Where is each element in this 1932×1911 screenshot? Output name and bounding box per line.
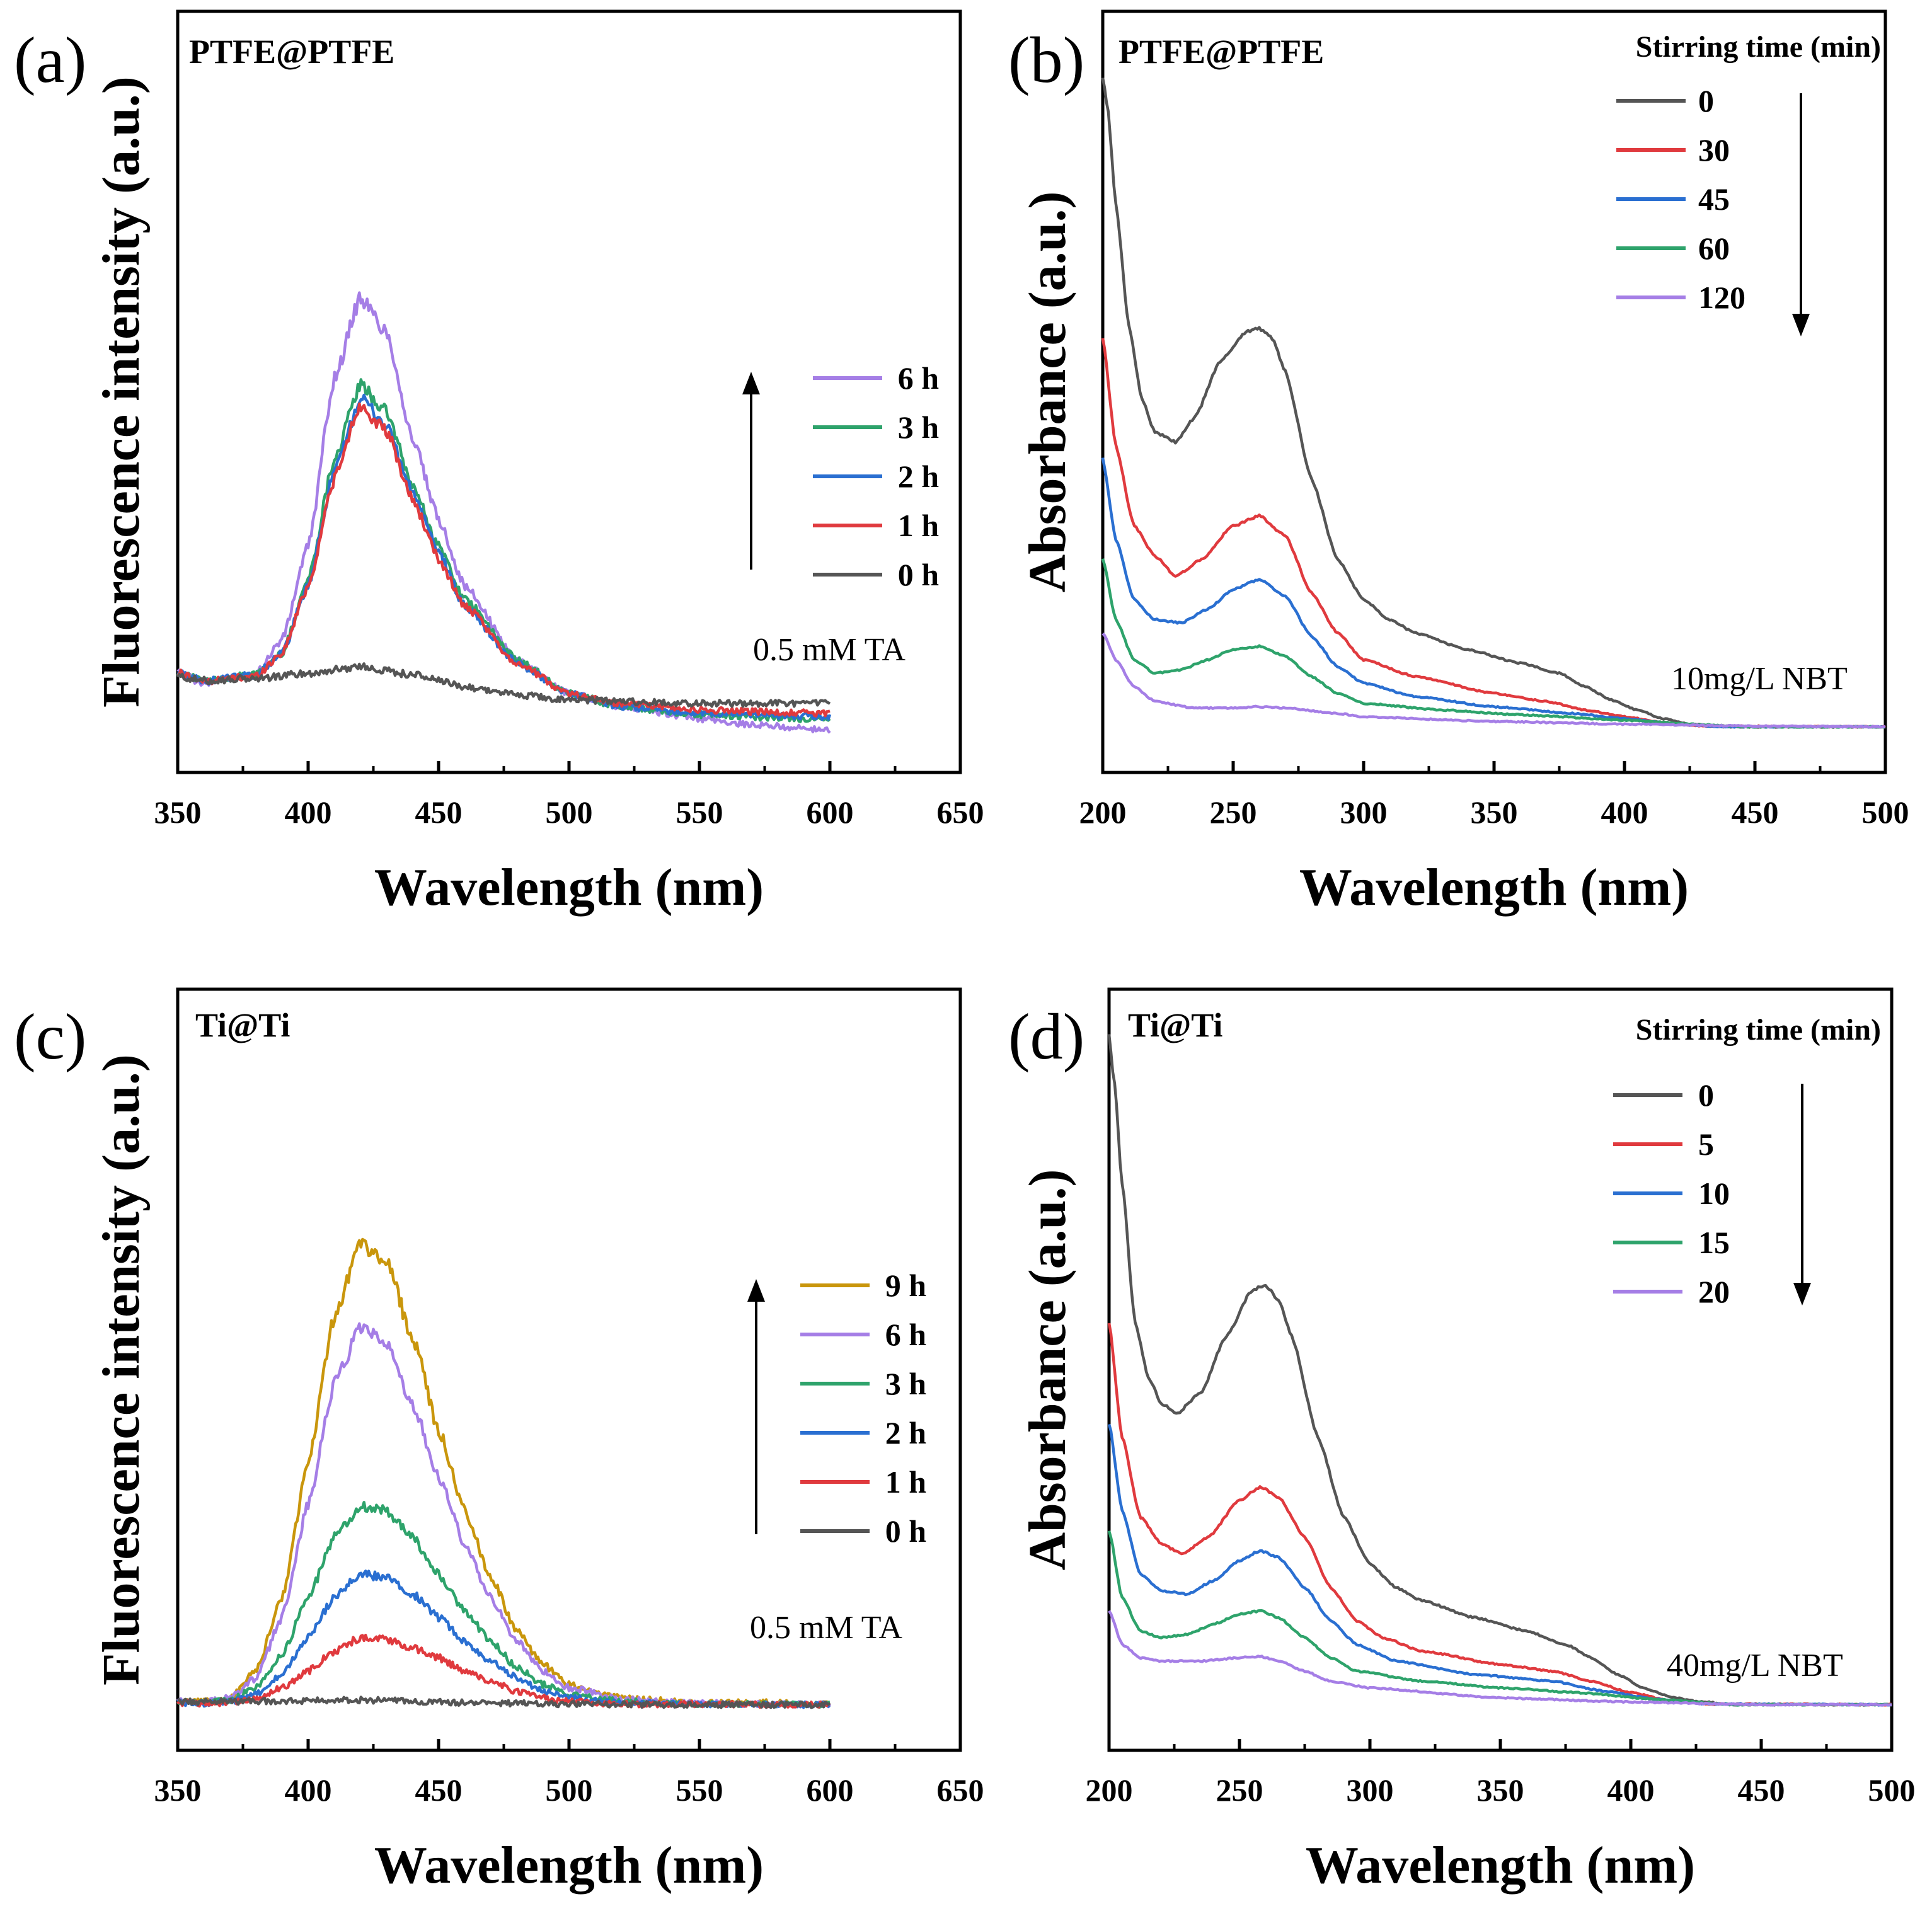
panel-label: (d) — [1008, 1001, 1084, 1073]
legend: 6 h 3 h 2 h 1 h 0 h — [813, 360, 939, 592]
series-line-0h — [177, 1696, 831, 1709]
x-axis-label: Wavelength (nm) — [374, 858, 764, 917]
series-line-3h — [176, 378, 831, 723]
legend-label: 15 — [1698, 1225, 1730, 1260]
legend-label: 2 h — [885, 1415, 927, 1450]
annotation-label: 40mg/L NBT — [1667, 1648, 1843, 1684]
arrow-up-icon — [742, 372, 760, 394]
legend-label: 120 — [1698, 280, 1745, 315]
x-tick-label: 450 — [1738, 1772, 1785, 1808]
x-tick-label: 300 — [1347, 1772, 1394, 1808]
y-axis-label: Absorbance (a.u.) — [1018, 191, 1077, 592]
panel-a: 350 400 450 500 550 600 650 Wavelength (nm) Fluo… — [14, 9, 984, 917]
series-line-20 — [1108, 1610, 1892, 1707]
legend-label: 0 h — [898, 557, 940, 592]
panel-label: (c) — [14, 1001, 86, 1073]
legend-label: 5 — [1698, 1127, 1714, 1162]
series-line-9h — [177, 1237, 831, 1708]
legend-title: Stirring time (min) — [1636, 1013, 1881, 1047]
legend-label: 0 — [1698, 83, 1714, 118]
legend-label: 30 — [1698, 132, 1730, 168]
series-line-6h — [176, 1322, 831, 1709]
legend: Stirring time (min) 0 5 10 15 20 — [1613, 1013, 1881, 1309]
x-tick-label: 350 — [154, 1772, 202, 1808]
legend-label: 20 — [1698, 1274, 1730, 1309]
series-line-2h — [176, 393, 832, 721]
x-tick-label: 500 — [546, 1772, 593, 1808]
annotation-label: 0.5 mM TA — [750, 1610, 902, 1646]
x-tick-label: 550 — [676, 1772, 723, 1808]
legend-label: 6 h — [885, 1317, 927, 1352]
legend-label: 60 — [1698, 231, 1730, 266]
inset-title: PTFE@PTFE — [1118, 33, 1324, 71]
x-tick-label: 250 — [1210, 795, 1257, 830]
x-axis-label: Wavelength (nm) — [1299, 858, 1689, 917]
panel-c: 350 400 450 500 550 600 650 Wavelength (nm) Fluo… — [14, 987, 984, 1895]
x-tick-label: 600 — [807, 1772, 854, 1808]
arrow-up-icon — [747, 1279, 765, 1302]
panel-label: (a) — [14, 24, 86, 96]
x-tick-label: 350 — [1471, 795, 1518, 830]
legend-title: Stirring time (min) — [1636, 30, 1881, 64]
x-tick-label: 450 — [1732, 795, 1779, 830]
x-tick-label: 400 — [285, 1772, 332, 1808]
x-tick-label: 550 — [676, 795, 723, 830]
legend-label: 3 h — [885, 1366, 927, 1401]
x-axis-label: Wavelength (nm) — [374, 1836, 764, 1895]
plot-frame — [1101, 9, 1887, 774]
legend-label: 6 h — [898, 360, 940, 396]
legend-label: 0 h — [885, 1513, 927, 1549]
inset-title: Ti@Ti — [195, 1006, 290, 1044]
legend: Stirring time (min) 0 30 45 60 120 — [1616, 30, 1881, 315]
x-tick-label: 600 — [807, 795, 854, 830]
x-tick-label: 400 — [1607, 1772, 1655, 1808]
arrow-down-icon — [1792, 314, 1810, 336]
x-tick-label: 650 — [937, 1772, 984, 1808]
legend-label: 10 — [1698, 1176, 1730, 1211]
legend-label: 3 h — [898, 410, 940, 445]
x-tick-label: 500 — [546, 795, 593, 830]
y-axis-label: Absorbance (a.u.) — [1018, 1169, 1077, 1570]
legend-label: 0 — [1698, 1077, 1714, 1113]
x-tick-label: 400 — [285, 795, 332, 830]
x-tick-label: 250 — [1216, 1772, 1263, 1808]
plot-frame — [1107, 987, 1894, 1752]
legend-label: 1 h — [885, 1464, 927, 1500]
legend-label: 1 h — [898, 508, 940, 543]
x-axis-label: Wavelength (nm) — [1306, 1836, 1695, 1895]
y-axis-label: Fluorescence intensity (a.u.) — [92, 1054, 151, 1685]
x-tick-label: 400 — [1601, 795, 1648, 830]
legend-label: 45 — [1698, 181, 1730, 217]
x-tick-label: 200 — [1086, 1772, 1133, 1808]
x-tick-label: 200 — [1079, 795, 1127, 830]
x-tick-label: 350 — [154, 795, 202, 830]
annotation-label: 10mg/L NBT — [1671, 661, 1848, 697]
series-line-60 — [1101, 558, 1886, 729]
legend-label: 9 h — [885, 1268, 927, 1303]
x-tick-label: 650 — [937, 795, 984, 830]
series-line-120 — [1101, 632, 1886, 729]
series-line-0h — [176, 662, 831, 708]
x-tick-label: 450 — [415, 795, 463, 830]
series-line-0 — [1101, 77, 1886, 729]
series-line-6h — [176, 291, 831, 734]
legend: 9 h 6 h 3 h 2 h 1 h 0 h — [800, 1268, 926, 1549]
arrow-down-icon — [1793, 1283, 1811, 1306]
x-tick-label: 500 — [1868, 1772, 1916, 1808]
x-tick-label: 300 — [1340, 795, 1388, 830]
legend-label: 2 h — [898, 459, 940, 494]
series-line-1h — [176, 402, 831, 718]
x-tick-label: 450 — [415, 1772, 463, 1808]
inset-title: Ti@Ti — [1128, 1006, 1222, 1044]
annotation-label: 0.5 mM TA — [753, 632, 906, 668]
y-axis-label: Fluorescence intensity (a.u.) — [92, 76, 151, 708]
series-line-0 — [1107, 1034, 1892, 1707]
x-tick-label: 350 — [1477, 1772, 1524, 1808]
x-tick-label: 500 — [1862, 795, 1909, 830]
inset-title: PTFE@PTFE — [189, 33, 394, 71]
panel-label: (b) — [1008, 24, 1084, 96]
